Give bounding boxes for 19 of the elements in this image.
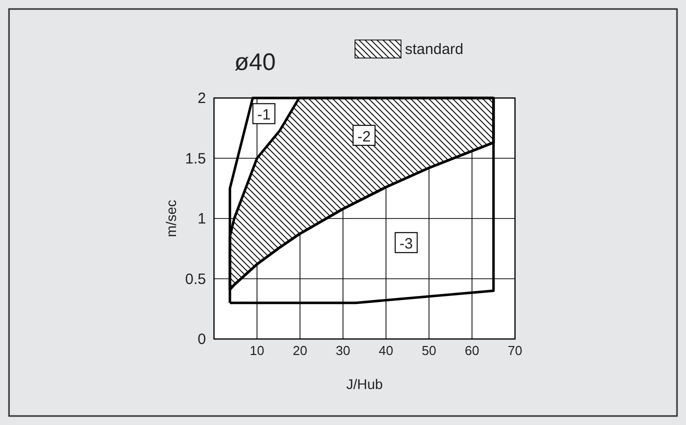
chart-title: ø40 (234, 49, 276, 76)
legend-label: standard (405, 41, 464, 58)
x-tick-label: 30 (336, 343, 350, 358)
x-tick-label: 60 (464, 343, 480, 358)
annotation: -3 (400, 236, 413, 253)
y-tick-label: 0.5 (185, 270, 206, 288)
x-tick-label: 40 (378, 343, 394, 358)
x-tick-label: 50 (422, 343, 436, 358)
y-axis-title: m/sec (163, 200, 179, 238)
y-tick-label: 0 (198, 331, 206, 348)
annotation: -2 (357, 128, 371, 146)
y-tick-label: 2 (198, 90, 206, 107)
y-tick-label: 1.5 (185, 150, 206, 168)
x-tick-label: 10 (250, 343, 264, 358)
annotation: -1 (257, 106, 271, 124)
y-tick-label: 1 (198, 210, 206, 228)
x-tick-label: 20 (292, 343, 308, 358)
x-tick-label: 70 (508, 343, 522, 358)
x-axis-title: J/Hub (346, 376, 383, 392)
